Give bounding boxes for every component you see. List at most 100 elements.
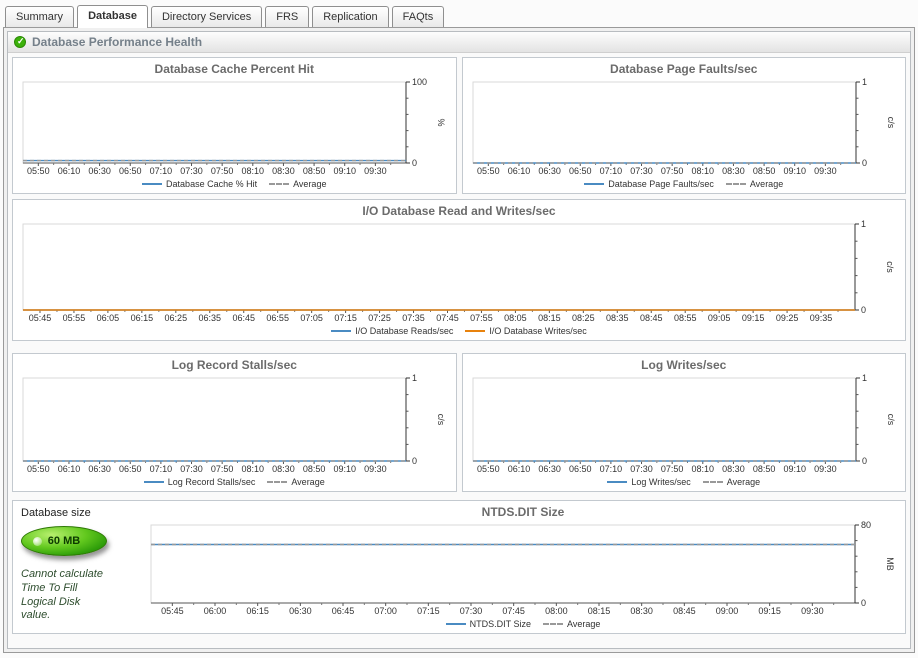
tab-frs[interactable]: FRS bbox=[265, 6, 310, 27]
y-tick-label: 0 bbox=[861, 305, 866, 315]
x-tick-label: 06:50 bbox=[568, 166, 591, 176]
chart-canvas: 0 1 c/s 05:50 06:10 06:30 06:50 07:10 07:30 07:50… bbox=[472, 77, 896, 176]
x-tick-label: 06:10 bbox=[507, 464, 530, 474]
y-tick-label: 0 bbox=[412, 158, 417, 168]
charts-row-1: Database Cache Percent Hit 0 100% 05:50 06:… bbox=[12, 57, 906, 194]
x-tick-label: 06:55 bbox=[266, 313, 289, 323]
x-tick-label: 05:50 bbox=[477, 464, 500, 474]
legend-label: Database Cache % Hit bbox=[166, 179, 258, 189]
x-tick-label: 05:50 bbox=[477, 166, 500, 176]
y-tick-label: 1 bbox=[862, 373, 867, 383]
plot-area bbox=[22, 81, 407, 164]
chart-canvas: 0 100% 05:50 06:10 06:30 06:50 07:10 07:30 07:50… bbox=[22, 77, 446, 176]
x-tick-label: 06:00 bbox=[204, 606, 227, 616]
main-panel: Database Performance Health Database Cac… bbox=[3, 27, 915, 653]
x-tick-label: 09:00 bbox=[716, 606, 739, 616]
legend-label: Log Writes/sec bbox=[631, 477, 691, 487]
panel-database-page-faults: Database Page Faults/sec 0 1 c/s 05:50 06:10… bbox=[461, 57, 906, 194]
plot-area bbox=[472, 81, 856, 164]
x-tick-label: 07:05 bbox=[300, 313, 323, 323]
x-tick-label: 08:50 bbox=[303, 464, 326, 474]
plot-area bbox=[22, 223, 856, 311]
x-tick-label: 07:45 bbox=[502, 606, 525, 616]
legend-swatch bbox=[542, 623, 563, 625]
x-tick-label: 08:15 bbox=[588, 606, 611, 616]
legend-label: Log Record Stalls/sec bbox=[167, 477, 256, 487]
x-tick-label: 09:30 bbox=[801, 606, 824, 616]
legend-item: Average bbox=[542, 619, 601, 629]
x-tick-label: 08:05 bbox=[504, 313, 527, 323]
y-tick-label: 0 bbox=[862, 158, 867, 168]
x-tick-label: 06:50 bbox=[568, 464, 591, 474]
x-tick-label: 06:10 bbox=[58, 166, 81, 176]
x-tick-label: 06:35 bbox=[199, 313, 222, 323]
x-tick-label: 07:00 bbox=[374, 606, 397, 616]
x-tick-label: 06:30 bbox=[88, 166, 111, 176]
tab-summary[interactable]: Summary bbox=[5, 6, 75, 27]
x-tick-label: 06:30 bbox=[88, 464, 111, 474]
time-to-fill-note: Cannot calculate Time To Fill Logical Di… bbox=[21, 568, 103, 622]
legend-item: I/O Database Writes/sec bbox=[465, 326, 587, 336]
chart-canvas: 0 1 c/s 05:50 06:10 06:30 06:50 07:10 07:30 07:50… bbox=[472, 373, 896, 474]
tab-faqts[interactable]: FAQts bbox=[391, 6, 445, 27]
chart-legend: Database Page Faults/sec Average bbox=[467, 177, 902, 191]
x-tick-label: 07:15 bbox=[334, 313, 357, 323]
tab-database[interactable]: Database bbox=[77, 5, 148, 28]
x-tick-label: 07:30 bbox=[180, 166, 203, 176]
chart-legend: NTDS.DIT Size Average bbox=[145, 617, 901, 631]
x-tick-label: 09:30 bbox=[364, 464, 387, 474]
x-tick-label: 08:30 bbox=[722, 166, 745, 176]
x-tick-label: 06:25 bbox=[165, 313, 188, 323]
x-tick-label: 07:10 bbox=[599, 166, 622, 176]
y-tick-label: 100 bbox=[412, 77, 427, 87]
chart-legend: Database Cache % Hit Average bbox=[17, 177, 452, 191]
y-axis-unit-label: c/s bbox=[886, 414, 896, 426]
line-chart-log-stalls: 0 1 c/s 05:50 06:10 06:30 06:50 07:10 07:30 07:50… bbox=[17, 373, 452, 475]
database-size-label: Database size bbox=[21, 507, 91, 519]
y-tick-label: 1 bbox=[862, 77, 867, 87]
legend-swatch bbox=[584, 183, 605, 185]
ntds-chart-column: NTDS.DIT Size 0 80 MB 05:45 06:00 06:15 06:30 0… bbox=[145, 503, 901, 631]
line-chart-page-faults: 0 1 c/s 05:50 06:10 06:30 06:50 07:10 07:30 07:50… bbox=[467, 77, 902, 177]
x-tick-label: 07:25 bbox=[368, 313, 391, 323]
legend-item: Log Record Stalls/sec bbox=[143, 477, 256, 487]
x-tick-label: 08:50 bbox=[303, 166, 326, 176]
x-tick-label: 08:50 bbox=[752, 464, 775, 474]
x-tick-label: 08:25 bbox=[572, 313, 595, 323]
x-tick-label: 06:30 bbox=[289, 606, 312, 616]
legend-swatch bbox=[607, 481, 628, 483]
tab-directory-services[interactable]: Directory Services bbox=[150, 6, 263, 27]
x-tick-label: 09:10 bbox=[333, 166, 356, 176]
legend-item: NTDS.DIT Size bbox=[445, 619, 531, 629]
x-tick-label: 07:30 bbox=[180, 464, 203, 474]
x-tick-label: 05:45 bbox=[161, 606, 184, 616]
legend-label: Average bbox=[566, 619, 601, 629]
x-tick-label: 09:05 bbox=[708, 313, 731, 323]
x-tick-label: 07:50 bbox=[211, 166, 234, 176]
x-tick-label: 05:50 bbox=[27, 464, 50, 474]
x-tick-label: 08:10 bbox=[691, 166, 714, 176]
x-tick-label: 09:25 bbox=[776, 313, 799, 323]
x-tick-label: 07:50 bbox=[211, 464, 234, 474]
database-performance-section: Database Performance Health Database Cac… bbox=[7, 31, 911, 649]
x-tick-label: 08:30 bbox=[722, 464, 745, 474]
x-tick-label: 07:30 bbox=[460, 606, 483, 616]
y-tick-label: 1 bbox=[861, 219, 866, 229]
y-axis-unit-label: MB bbox=[885, 557, 895, 571]
x-tick-label: 09:15 bbox=[742, 313, 765, 323]
x-tick-label: 08:30 bbox=[272, 464, 295, 474]
plot-area bbox=[22, 377, 407, 462]
gauge-shine-icon bbox=[33, 537, 42, 546]
x-tick-label: 09:10 bbox=[783, 166, 806, 176]
x-tick-label: 06:45 bbox=[232, 313, 255, 323]
y-axis-unit-label: % bbox=[436, 118, 446, 126]
tab-replication[interactable]: Replication bbox=[312, 6, 389, 27]
line-chart-ntds-size: 0 80 MB 05:45 06:00 06:15 06:30 06:45 07:00 07:15… bbox=[145, 520, 901, 617]
x-tick-label: 08:10 bbox=[242, 464, 265, 474]
chart-canvas: 0 1 c/s 05:50 06:10 06:30 06:50 07:10 07:30 07:50… bbox=[22, 373, 446, 474]
legend-item: Log Writes/sec bbox=[607, 477, 691, 487]
x-tick-label: 08:45 bbox=[673, 606, 696, 616]
legend-item: Database Cache % Hit bbox=[142, 179, 257, 189]
legend-item: I/O Database Reads/sec bbox=[331, 326, 453, 336]
y-axis-unit-label: c/s bbox=[436, 414, 446, 426]
